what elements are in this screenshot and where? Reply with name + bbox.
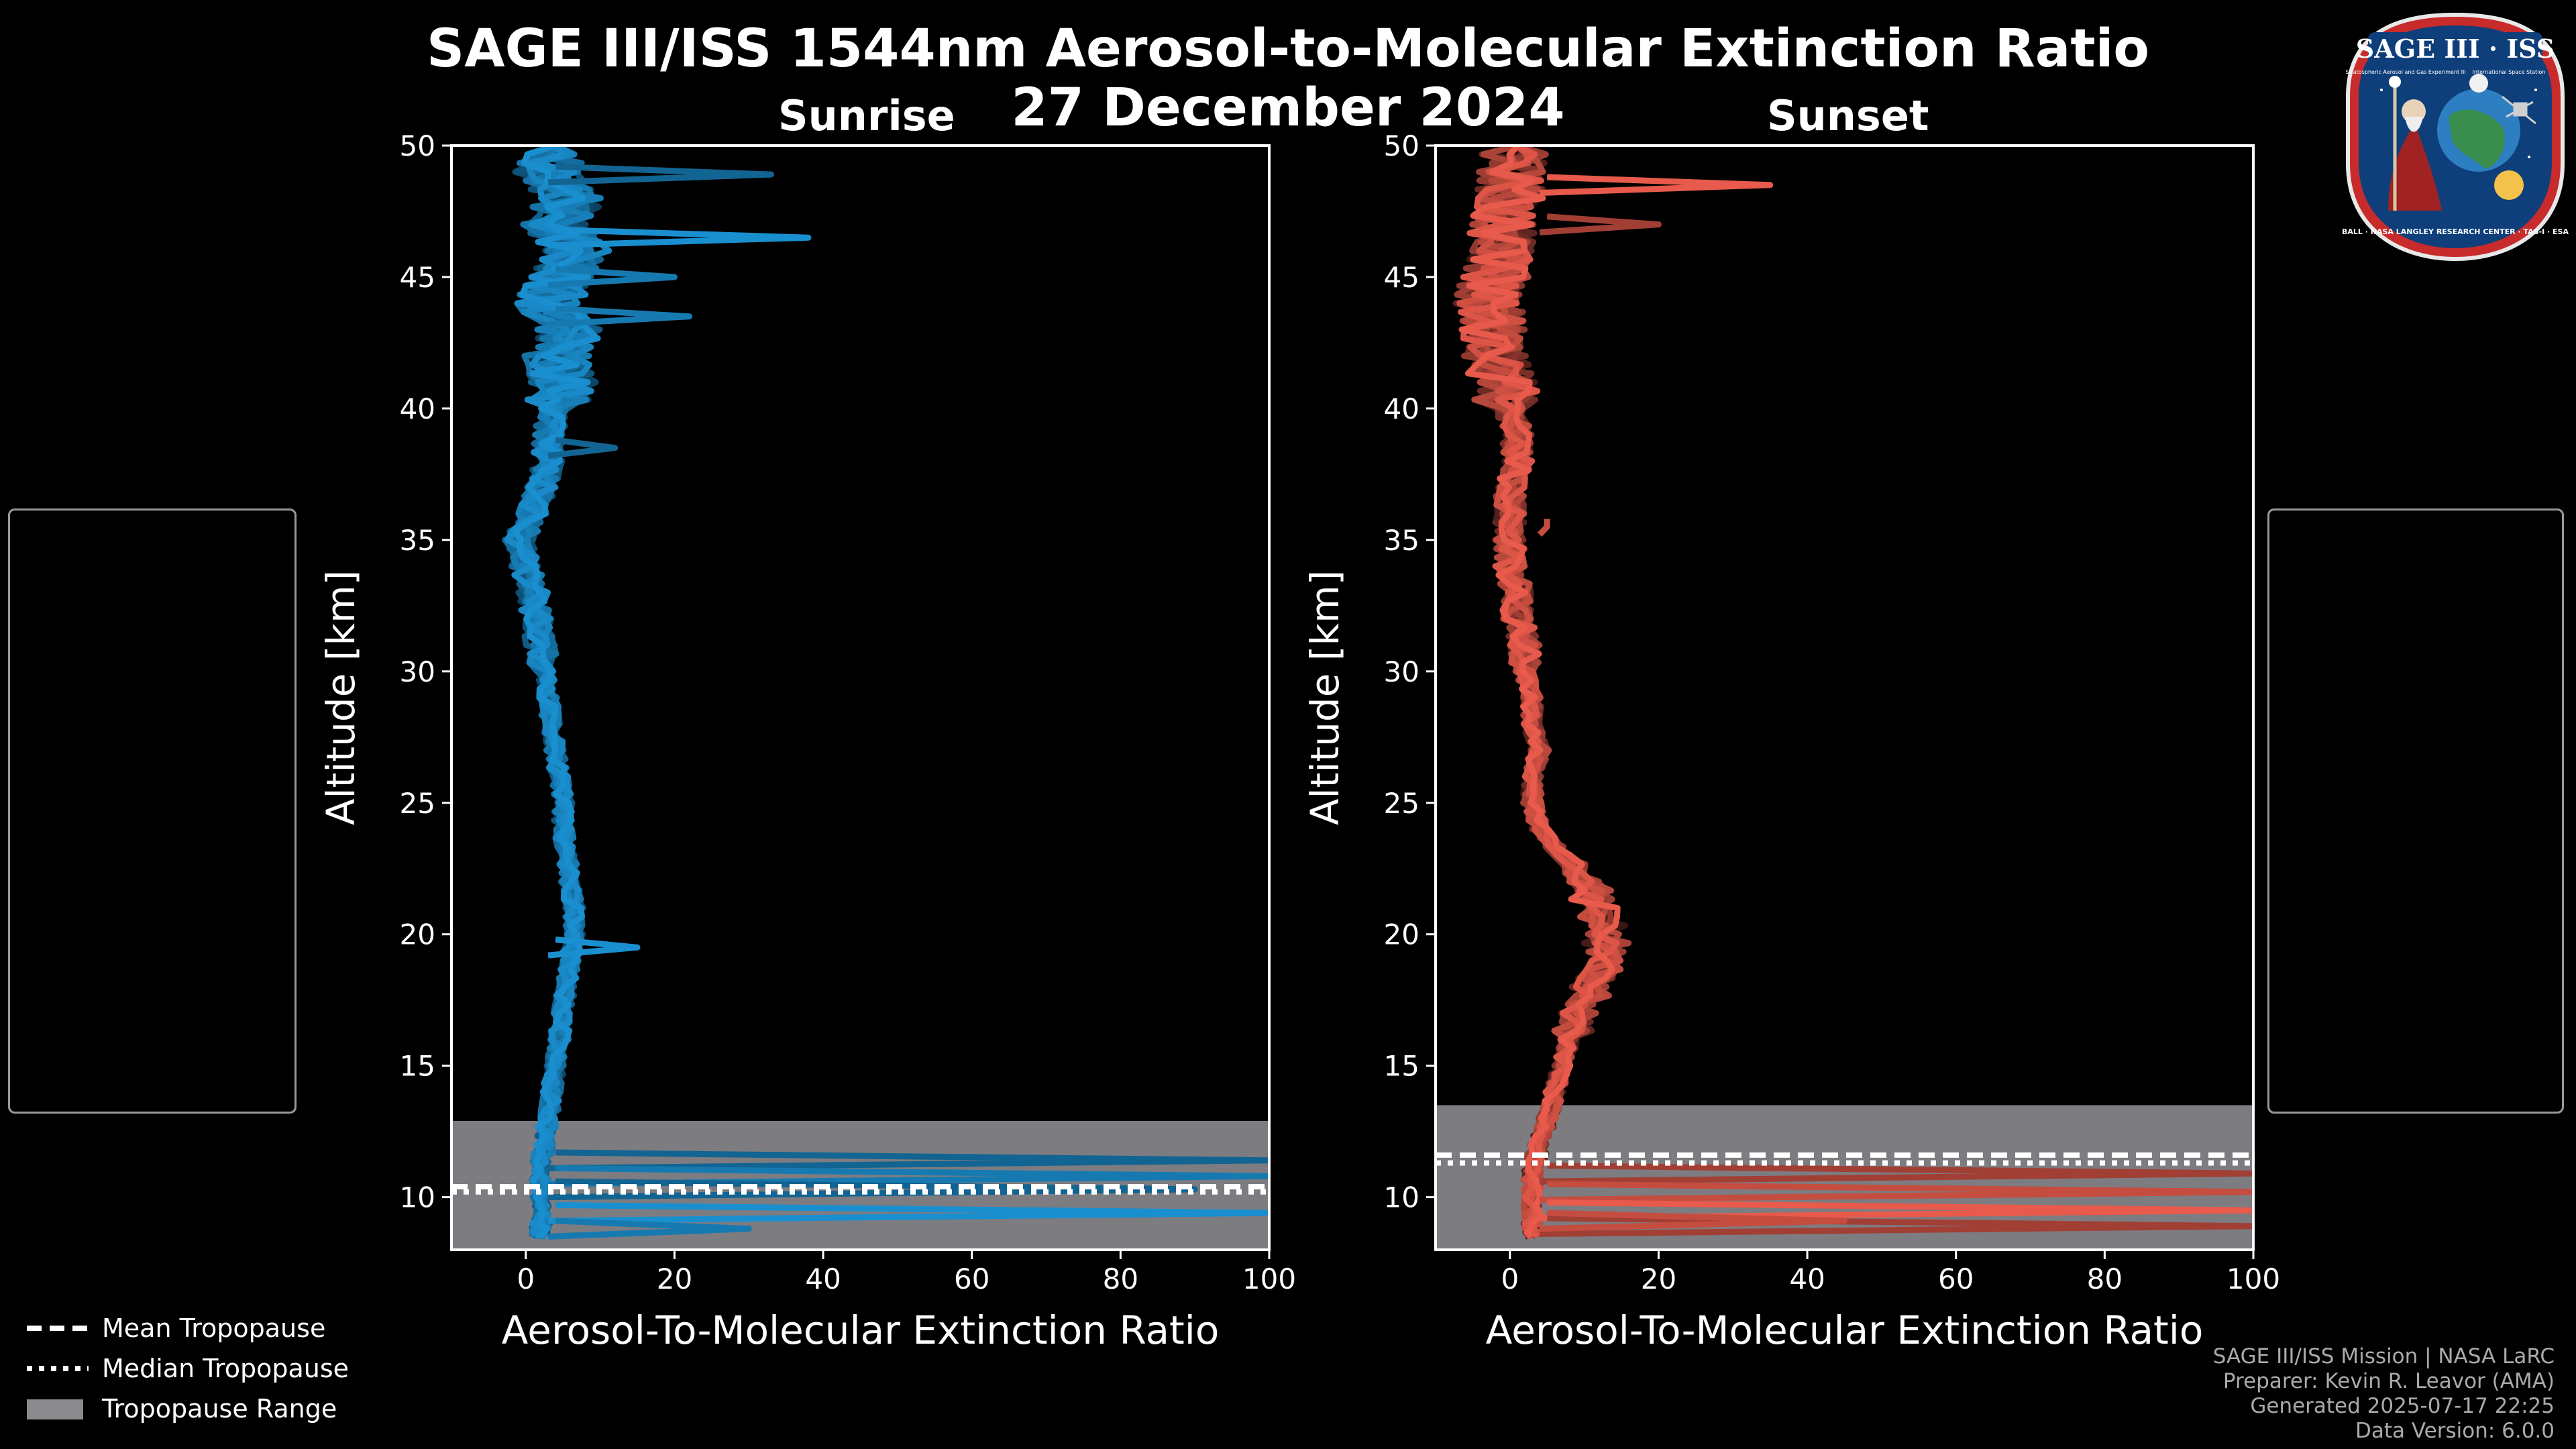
sunset-spike [1540,1199,2253,1222]
credit-mission: SAGE III/ISS Mission | NASA LaRC [2212,1344,2555,1368]
sunrise-spike [547,1218,752,1240]
sunset-ylabel: Altitude [km] [1302,570,1348,825]
sunset-series-2024122734SS [1475,146,1624,1238]
sunset-spike [1540,1163,2253,1185]
logo-name: SAGE III · ISS [2356,34,2555,64]
sunset-panel-title: Sunset [1767,91,1929,140]
sunset-ytick-label-45: 45 [1384,261,1419,294]
credit-generated: Generated 2025-07-17 22:25 [2250,1394,2555,1418]
sunrise-ytick-label-20: 20 [400,918,435,951]
sunrise-xtick-label-0: 0 [517,1263,535,1295]
sunset-xtick-label-20: 20 [1641,1263,1676,1295]
sunrise-xtick-label-60: 60 [954,1263,989,1295]
sunset-spike [1539,213,1662,235]
logo-inner-right: International Space Station [2473,69,2546,75]
sunrise-ytick-label-30: 30 [400,655,435,688]
sunrise-ytick-label-50: 50 [400,129,435,162]
sunrise-xtick-label-40: 40 [805,1263,841,1295]
chart-title: SAGE III/ISS 1544nm Aerosol-to-Molecular… [427,19,2149,79]
sunset-ytick-label-50: 50 [1384,129,1419,162]
sunset-xtick-label-0: 0 [1501,1263,1519,1295]
sunset-ytick-label-35: 35 [1384,524,1419,557]
sunset-axes-frame [1434,144,2255,1251]
sunset-spike [1539,1210,1847,1232]
sunset-ytick-label-10: 10 [1384,1181,1419,1214]
sunrise-spike [548,1201,1269,1224]
legend-range-label: Tropopause Range [102,1394,337,1424]
sunrise-ytick-label-35: 35 [400,524,435,557]
chart-date: 27 December 2024 [1011,78,1565,138]
sunrise-panel-title: Sunrise [778,91,955,140]
sunrise-spike [547,226,812,249]
sunset-legend [2267,508,2564,1114]
sunrise-xtick-label-80: 80 [1103,1263,1138,1295]
sunrise-spike [548,1149,1269,1171]
sunset-ytick-label-15: 15 [1384,1050,1419,1083]
legend-median-label: Median Tropopause [102,1354,349,1383]
sunrise-profiles [502,146,1269,1240]
sunset-ytick-label-20: 20 [1384,918,1419,951]
sunrise-spike [547,266,678,288]
sunrise-xtick-label-100: 100 [1242,1263,1296,1295]
sunrise-ytick-label-15: 15 [400,1050,435,1083]
sunrise-xlabel: Aerosol-To-Molecular Extinction Ratio [502,1307,1220,1353]
credit-version: Data Version: 6.0.0 [2355,1419,2555,1443]
sunset-spike [1537,519,1550,537]
sunset-xlabel: Aerosol-To-Molecular Extinction Ratio [1486,1307,2204,1353]
sunset-series-2024122743SS [1459,146,1621,1239]
sunset-spike [1540,1181,2253,1203]
sunrise-series-2024122744SR [512,146,600,1240]
credits: SAGE III/ISS Mission | NASA LaRC Prepare… [2213,1344,2555,1444]
logo-inner-left: Stratospheric Aerosol and Gas Experiment… [2345,69,2465,75]
sunset-ytick-label-40: 40 [1384,392,1419,425]
sunrise-spike [547,437,619,459]
sunrise-spike [547,936,641,959]
logo-ring-text: BALL · NASA LANGLEY RESEARCH CENTER · TA… [2342,227,2569,236]
sunrise-ytick-label-40: 40 [400,392,435,425]
sunset-xtick-label-100: 100 [2226,1263,2280,1295]
sunset-xtick-label-40: 40 [1789,1263,1825,1295]
sunset-xtick-label-60: 60 [1938,1263,1974,1295]
sunrise-legend [8,508,297,1114]
sunrise-ytick-label-45: 45 [400,261,435,294]
sunrise-ytick-label-25: 25 [400,787,435,820]
sunrise-xtick-label-20: 20 [657,1263,692,1295]
legend-mean-label: Mean Tropopause [102,1313,326,1343]
sunset-xtick-label-80: 80 [2087,1263,2123,1295]
sunrise-ylabel: Altitude [km] [318,570,364,825]
sage-iii-iss-logo: SAGE III · ISS Stratospheric Aerosol and… [2342,12,2569,262]
sunrise-spike [547,305,693,327]
sunset-ytick-label-25: 25 [1384,787,1419,820]
sunrise-axes-frame [450,144,1271,1251]
credit-preparer: Preparer: Kevin R. Leavor (AMA) [2222,1369,2555,1393]
sunset-ytick-label-30: 30 [1384,655,1419,688]
sunset-profiles [1452,146,2253,1240]
sunset-spike [1539,174,1774,196]
sunrise-ytick-label-10: 10 [400,1181,435,1214]
sunrise-spike [547,163,774,186]
